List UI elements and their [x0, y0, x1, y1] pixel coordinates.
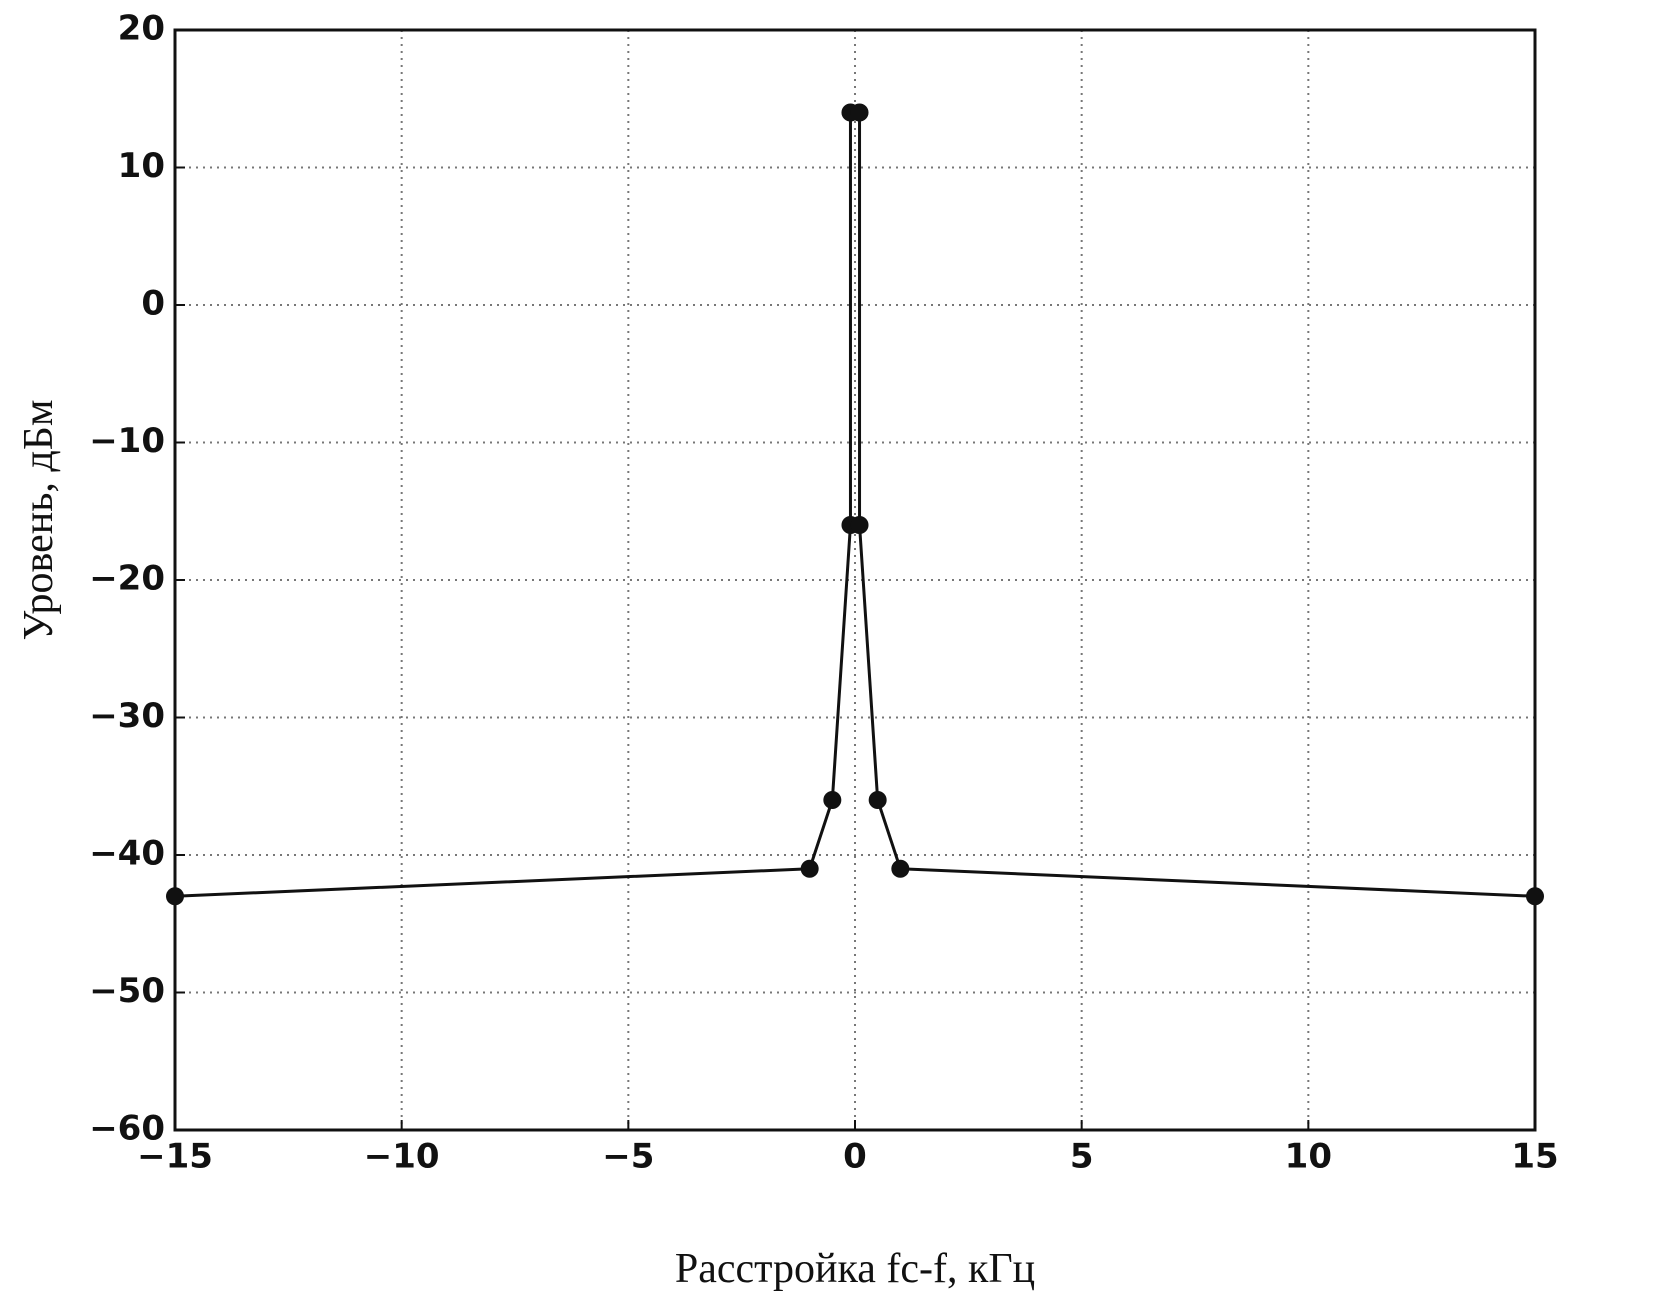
data-point — [823, 791, 842, 809]
x-tick-label: 10 — [1285, 1137, 1332, 1177]
y-tick-label: 20 — [118, 9, 165, 49]
y-tick-label: −60 — [89, 1109, 165, 1149]
data-line — [174, 111, 1536, 898]
x-tick-label: −15 — [137, 1137, 213, 1177]
x-tick-label: −10 — [364, 1137, 440, 1177]
data-point — [1526, 887, 1544, 906]
plot-frame — [173, 28, 1537, 1132]
data-point — [850, 516, 869, 534]
y-tick-label: −10 — [89, 421, 165, 461]
x-tick-label: −5 — [602, 1137, 654, 1177]
data-point — [868, 791, 887, 809]
data-point — [800, 859, 819, 878]
y-tick-label: −20 — [89, 559, 165, 599]
y-tick-label: −50 — [89, 971, 165, 1011]
data-point — [891, 859, 910, 878]
x-tick-label: 0 — [843, 1137, 867, 1177]
x-tick-label: 5 — [1070, 1137, 1094, 1177]
x-axis-label: Расстройка fc-f, кГц — [675, 1246, 1035, 1292]
x-tick-label: 15 — [1511, 1137, 1558, 1177]
y-tick-label: 10 — [118, 146, 165, 186]
y-tick-label: −30 — [89, 696, 165, 736]
y-axis-label: Уровень, дБм — [16, 400, 62, 641]
y-tick-label: 0 — [141, 284, 165, 324]
y-tick-label: −40 — [89, 834, 165, 874]
data-point — [850, 103, 869, 122]
data-point — [166, 887, 184, 906]
